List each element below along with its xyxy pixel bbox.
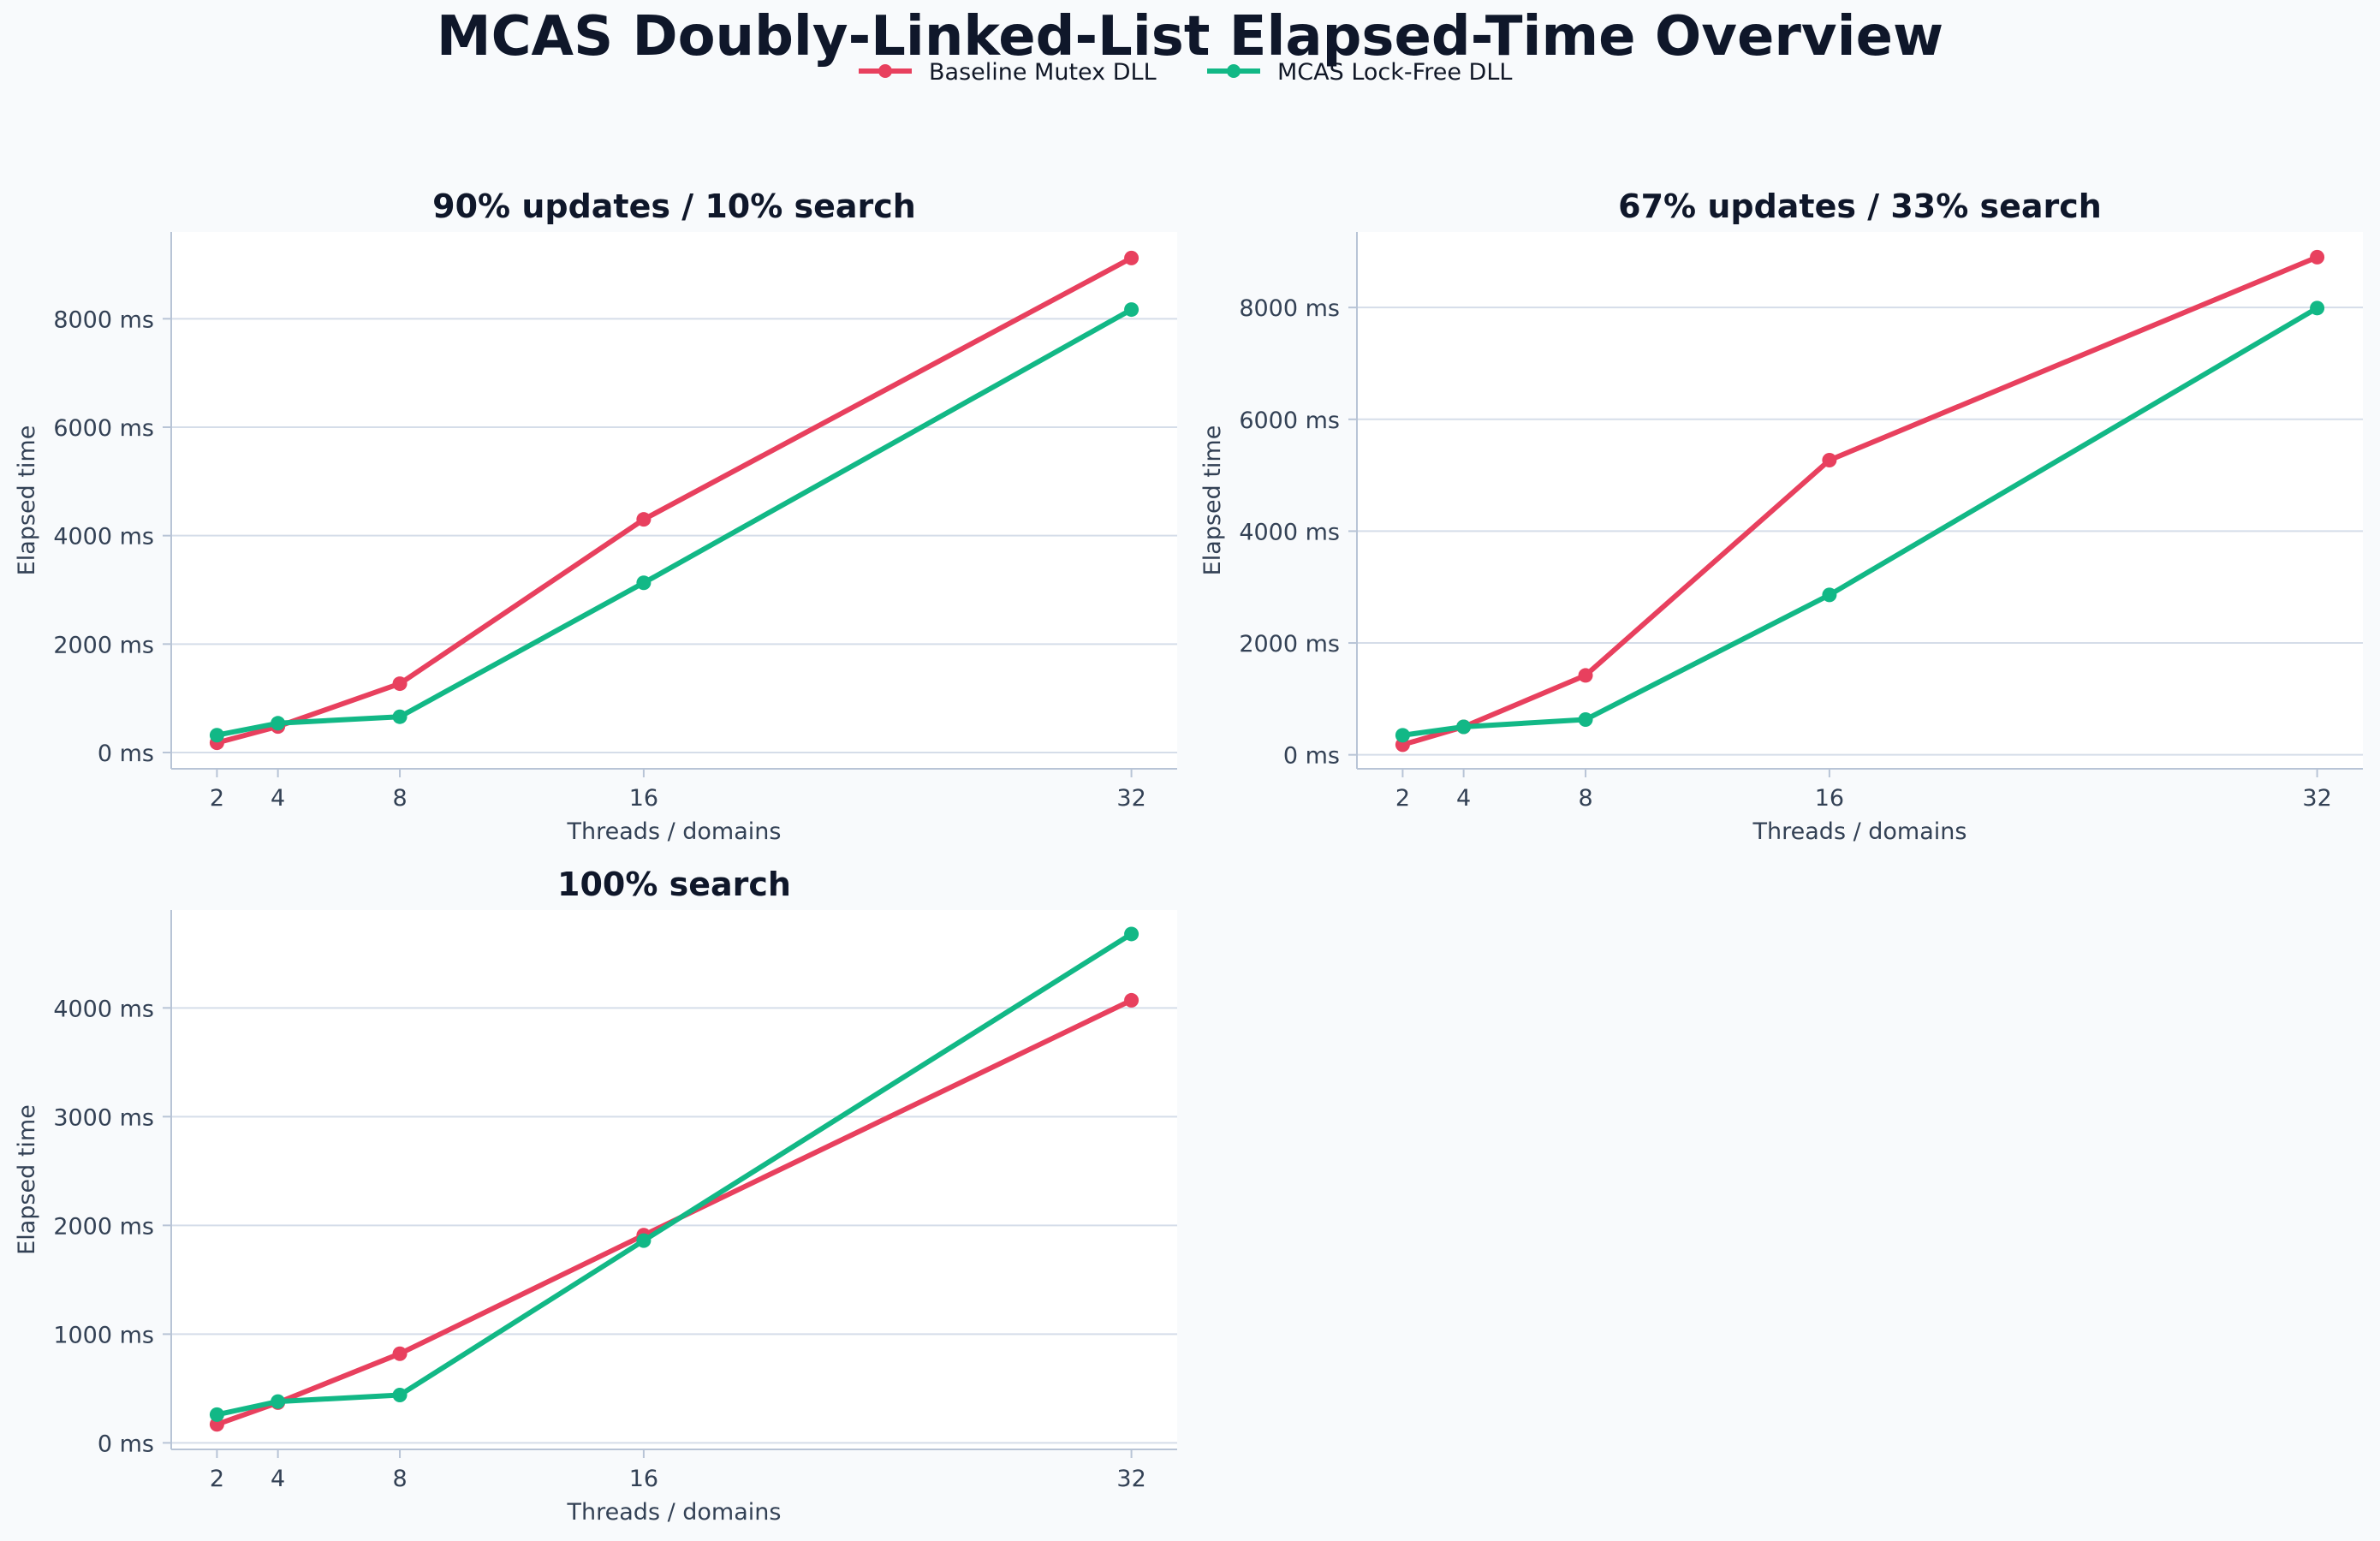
data-point <box>392 1346 408 1361</box>
y-tick-label: 4000 ms <box>53 524 154 550</box>
x-tick-label: 32 <box>1116 1466 1145 1492</box>
x-tick-label: 16 <box>629 1466 658 1492</box>
y-axis-label: Elapsed time <box>14 1104 40 1255</box>
data-point <box>209 1407 224 1422</box>
x-tick-label: 16 <box>1815 785 1844 812</box>
y-tick-label: 6000 ms <box>53 415 154 442</box>
y-axis-label: Elapsed time <box>1199 425 1226 576</box>
x-tick-label: 32 <box>2302 785 2331 812</box>
data-point <box>1456 719 1472 735</box>
y-tick-label: 4000 ms <box>1239 519 1340 545</box>
data-point <box>1124 992 1139 1008</box>
x-tick-label: 2 <box>1395 785 1410 812</box>
y-tick-label: 8000 ms <box>53 306 154 333</box>
x-tick-label: 4 <box>1456 785 1471 812</box>
data-point <box>1124 302 1139 318</box>
data-point <box>1578 712 1593 728</box>
y-axis-label: Elapsed time <box>14 425 40 576</box>
x-axis-label: Threads / domains <box>567 1499 782 1526</box>
legend-entry: MCAS Lock-Free DLL <box>1207 59 1512 86</box>
data-point <box>636 512 652 527</box>
x-tick-label: 8 <box>392 1466 407 1492</box>
x-tick-label: 8 <box>1578 785 1592 812</box>
data-point <box>636 575 652 591</box>
data-point <box>2310 249 2325 265</box>
legend-marker <box>878 64 892 78</box>
y-tick-label: 0 ms <box>98 741 154 767</box>
x-tick-label: 4 <box>271 1466 285 1492</box>
plot-area <box>1357 232 2363 769</box>
data-point <box>636 1233 652 1248</box>
data-point <box>271 1394 286 1409</box>
chart-panel: 0 ms 2000 ms 4000 ms 6000 ms 8000 ms 2 4 8 16 32 9… <box>14 187 1177 845</box>
series <box>209 302 1139 743</box>
series <box>1395 300 2325 743</box>
data-point <box>271 716 286 731</box>
x-tick-label: 32 <box>1116 785 1145 812</box>
legend-marker <box>1227 64 1241 78</box>
data-point <box>1124 926 1139 942</box>
data-point <box>1578 668 1593 683</box>
y-tick-label: 8000 ms <box>1239 295 1340 322</box>
chart-panel: 0 ms 1000 ms 2000 ms 3000 ms 4000 ms 2 4 8 16 32 1… <box>14 866 1177 1526</box>
y-tick-label: 6000 ms <box>1239 408 1340 434</box>
data-point <box>1395 728 1410 743</box>
panel-title: 90% updates / 10% search <box>432 187 916 225</box>
x-tick-label: 8 <box>392 785 407 812</box>
data-point <box>1124 250 1139 265</box>
x-axis-label: Threads / domains <box>1752 818 1967 845</box>
x-tick-label: 4 <box>271 785 285 812</box>
legend-label: Baseline Mutex DLL <box>929 59 1157 86</box>
y-tick-label: 2000 ms <box>53 632 154 658</box>
legend-entry: Baseline Mutex DLL <box>859 59 1157 86</box>
chart-panel: 0 ms 2000 ms 4000 ms 6000 ms 8000 ms 2 4 8 16 32 6… <box>1199 187 2363 845</box>
data-point <box>392 1387 408 1402</box>
legend-label: MCAS Lock-Free DLL <box>1277 59 1512 86</box>
series <box>209 926 1139 1422</box>
y-tick-label: 0 ms <box>98 1431 154 1457</box>
figure-title: MCAS Doubly-Linked-List Elapsed-Time Ove… <box>437 5 1943 68</box>
x-tick-label: 16 <box>629 785 658 812</box>
y-tick-label: 3000 ms <box>53 1104 154 1131</box>
panel-title: 67% updates / 33% search <box>1618 187 2102 225</box>
y-tick-label: 2000 ms <box>1239 631 1340 657</box>
y-tick-label: 2000 ms <box>53 1213 154 1240</box>
y-tick-label: 0 ms <box>1283 743 1340 770</box>
data-point <box>1822 587 1837 603</box>
chart-panels: 0 ms 2000 ms 4000 ms 6000 ms 8000 ms 2 4 8 16 32 9… <box>14 187 2363 1526</box>
data-point <box>392 676 408 692</box>
x-tick-label: 2 <box>210 1466 224 1492</box>
plot-area <box>171 910 1177 1449</box>
x-tick-label: 2 <box>210 785 224 812</box>
data-point <box>209 728 224 743</box>
legend: Baseline Mutex DLL MCAS Lock-Free DLL <box>859 59 1512 86</box>
data-point <box>1822 452 1837 467</box>
data-point <box>2310 300 2325 316</box>
data-point <box>392 709 408 724</box>
x-axis-label: Threads / domains <box>567 818 782 845</box>
y-tick-label: 4000 ms <box>53 996 154 1022</box>
panel-title: 100% search <box>557 866 791 903</box>
y-tick-label: 1000 ms <box>53 1322 154 1348</box>
